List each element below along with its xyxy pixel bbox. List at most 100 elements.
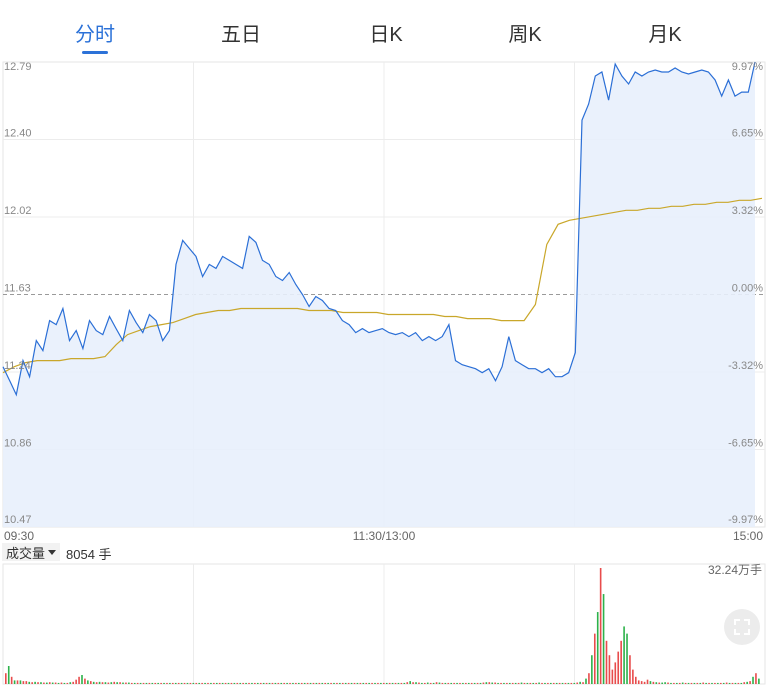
- volume-bar: [136, 682, 139, 684]
- volume-bar: [371, 682, 373, 684]
- volume-bar: [195, 682, 198, 684]
- volume-bar: [60, 682, 63, 684]
- volume-bar: [201, 682, 203, 684]
- volume-bar: [271, 682, 274, 684]
- volume-bar: [614, 662, 617, 684]
- volume-bar: [693, 682, 696, 684]
- price-tick-label: 12.79: [4, 61, 32, 73]
- volume-bar: [746, 681, 748, 684]
- price-tick-label: 12.02: [4, 205, 32, 217]
- volume-bar: [447, 682, 450, 684]
- volume-bar: [236, 682, 239, 684]
- volume-bar: [643, 681, 646, 684]
- volume-bar: [535, 682, 537, 684]
- volume-bar: [629, 655, 631, 684]
- dropdown-arrow-icon: [48, 549, 57, 555]
- volume-bar: [327, 682, 329, 684]
- volume-bar: [289, 682, 291, 684]
- volume-indicator-label: 成交量: [6, 545, 46, 561]
- volume-bar: [57, 682, 60, 684]
- volume-bar: [403, 682, 406, 684]
- volume-bar: [43, 682, 45, 684]
- tab-daily-k[interactable]: 日K: [369, 24, 403, 46]
- volume-bar: [652, 681, 655, 684]
- volume-bar: [664, 682, 666, 684]
- volume-bar: [544, 682, 546, 684]
- price-tick-label: 11.24: [4, 360, 31, 372]
- pct-tick-label: -3.32%: [728, 360, 763, 372]
- volume-bar: [259, 682, 262, 684]
- volume-bar: [113, 681, 116, 684]
- volume-bar: [623, 626, 625, 684]
- volume-indicator-select[interactable]: 成交量: [2, 543, 61, 561]
- volume-bar: [620, 640, 622, 684]
- volume-bar: [438, 682, 441, 684]
- volume-bar: [509, 682, 511, 684]
- volume-bar: [34, 681, 36, 684]
- volume-bar: [89, 681, 92, 684]
- fullscreen-button[interactable]: [724, 609, 760, 645]
- volume-bar: [25, 681, 28, 684]
- volume-bar: [295, 682, 297, 684]
- volume-bar: [491, 682, 494, 684]
- volume-bar: [470, 682, 473, 684]
- volume-bar: [523, 682, 526, 684]
- tab-intraday[interactable]: 分时: [75, 24, 115, 46]
- volume-bar: [646, 679, 649, 684]
- volume-bar: [116, 682, 118, 684]
- volume-bar: [95, 682, 98, 684]
- volume-bar: [174, 682, 177, 684]
- volume-bar: [377, 682, 379, 684]
- volume-bar: [312, 682, 315, 684]
- volume-bar: [749, 681, 751, 684]
- volume-bar: [737, 682, 740, 684]
- volume-bar: [473, 682, 476, 684]
- price-area-fill: [3, 62, 755, 527]
- volume-bar: [708, 682, 710, 684]
- volume-bar: [365, 682, 368, 684]
- volume-bar: [591, 655, 593, 684]
- tab-weekly-k[interactable]: 周K: [508, 24, 542, 46]
- volume-bar: [254, 682, 256, 684]
- volume-bar: [69, 682, 72, 684]
- volume-bar: [564, 682, 567, 684]
- volume-bar: [204, 682, 206, 684]
- volume-bar: [292, 682, 294, 684]
- volume-bar: [514, 682, 517, 684]
- volume-bar: [139, 682, 142, 684]
- volume-bar: [421, 682, 423, 684]
- price-tick-label: 10.47: [4, 514, 32, 526]
- volume-bar: [283, 682, 285, 684]
- volume-bar: [84, 678, 86, 684]
- volume-bar: [573, 682, 576, 684]
- tab-monthly-k[interactable]: 月K: [648, 24, 682, 46]
- volume-bar: [596, 612, 599, 684]
- tab-five-day[interactable]: 五日: [221, 24, 261, 46]
- volume-bar: [482, 682, 485, 684]
- volume-bar: [702, 682, 705, 684]
- volume-bar: [210, 682, 212, 684]
- volume-bar: [655, 682, 658, 684]
- volume-bar: [151, 682, 154, 684]
- volume-bar: [98, 681, 101, 684]
- volume-bar: [752, 676, 754, 684]
- volume-bar: [383, 682, 385, 684]
- volume-bar: [213, 682, 215, 684]
- volume-bar: [441, 682, 444, 684]
- volume-bar: [63, 682, 66, 684]
- volume-bar: [344, 682, 347, 684]
- volume-bar: [257, 682, 259, 684]
- volume-bar: [221, 682, 224, 684]
- volume-bar: [180, 682, 183, 684]
- active-tab-indicator: [82, 51, 108, 54]
- volume-bar: [248, 682, 250, 684]
- volume-bar: [711, 682, 713, 684]
- volume-bar: [154, 682, 157, 684]
- volume-bar: [125, 682, 127, 684]
- volume-bar: [582, 682, 584, 684]
- volume-bar-chart[interactable]: 32.24万手: [0, 560, 769, 688]
- pct-tick-label: 6.65%: [732, 128, 763, 140]
- intraday-price-chart[interactable]: 12.79 9.97% 12.40 6.65% 12.02 3.32% 11.63 0.00%…: [0, 0, 769, 543]
- volume-bar: [48, 682, 51, 684]
- volume-bar: [599, 568, 602, 684]
